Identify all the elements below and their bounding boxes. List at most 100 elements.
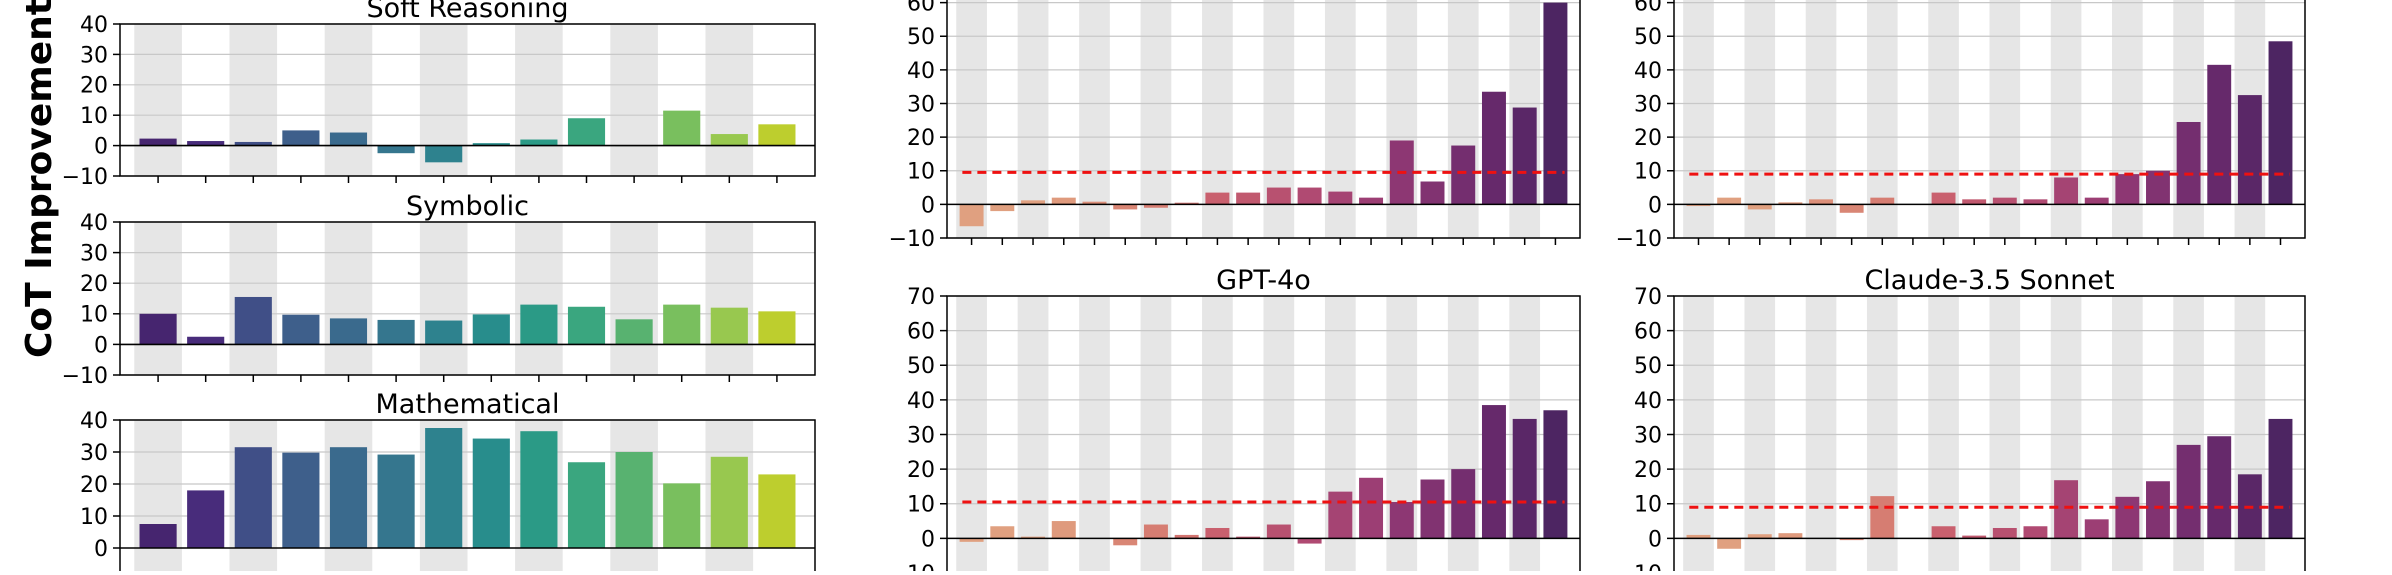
background-band (1744, 296, 1776, 573)
y-tick-label: 50 (907, 25, 935, 50)
chart-title: Claude-3.5 Sonnet (1864, 265, 2114, 296)
bar (1992, 527, 2017, 539)
y-tick-label: 20 (907, 126, 935, 151)
y-tick-label: 40 (80, 211, 108, 236)
y-tick-label: 60 (1634, 320, 1662, 345)
background-band (705, 222, 754, 375)
bar (1962, 535, 1987, 539)
bar (139, 138, 177, 146)
y-tick-label: 50 (1634, 354, 1662, 379)
background-band (515, 24, 563, 176)
bar (1143, 204, 1168, 208)
bar (2146, 481, 2170, 539)
bar (1717, 538, 1742, 549)
chart-panel-3: −10010203040Mathematical (62, 389, 816, 575)
y-tick-label: 30 (1634, 92, 1662, 117)
bar (1297, 187, 1322, 205)
y-tick-label: 10 (80, 104, 108, 129)
bar (1778, 533, 1803, 539)
bar (663, 483, 701, 548)
bar (758, 124, 796, 146)
y-tick-label: −10 (889, 562, 935, 571)
y-tick-label: 20 (80, 74, 108, 99)
background-band (1079, 0, 1110, 238)
y-tick-label: 30 (80, 242, 108, 267)
bar (329, 132, 368, 146)
bar (1747, 534, 1772, 539)
chart-panel-1: −10 0 10 20 30 40 Soft Reasoning (62, 0, 816, 190)
bar (990, 204, 1015, 212)
bar (1778, 202, 1803, 205)
bar (1143, 524, 1168, 539)
bar (187, 336, 225, 345)
bar (663, 304, 701, 345)
bar (472, 314, 510, 345)
bar (1174, 534, 1199, 539)
chart-panel-2: −10 0 10 20 30 40 Symbolic (62, 191, 816, 389)
bar (1051, 521, 1076, 539)
plot-frame (946, 0, 1581, 239)
bar (710, 307, 748, 345)
bar (710, 134, 748, 146)
background-band (1805, 0, 1837, 238)
chart-title: Soft Reasoning (366, 0, 568, 24)
background-band (229, 24, 278, 176)
bar (2237, 95, 2262, 205)
bar (234, 296, 272, 345)
y-tick-label: −10 (62, 364, 108, 389)
y-tick-label: 20 (907, 458, 935, 483)
bar (1747, 204, 1772, 210)
bar (1543, 410, 1568, 539)
bar (2176, 444, 2201, 539)
y-tick-label: 0 (1648, 193, 1662, 218)
bar (139, 524, 177, 548)
bar (567, 118, 606, 146)
bar (1113, 204, 1138, 210)
bar (472, 143, 510, 146)
bar (1481, 405, 1506, 539)
bar (1174, 202, 1199, 205)
bar (520, 139, 558, 146)
bar (520, 431, 558, 548)
y-tick-label: 30 (907, 423, 935, 448)
y-tick-label: 0 (1648, 527, 1662, 552)
bar (1328, 191, 1353, 205)
bar (2054, 480, 2079, 539)
background-band (1017, 0, 1049, 238)
bar (1686, 204, 1711, 207)
bar (710, 456, 748, 548)
y-tick-label: 0 (921, 527, 935, 552)
bar (1543, 2, 1568, 205)
bar (2115, 496, 2140, 539)
y-tick-label: −10 (62, 165, 108, 190)
y-tick-label: −10 (1616, 562, 1662, 571)
y-tick-label: 60 (1634, 0, 1662, 17)
y-tick-label: 50 (1634, 25, 1662, 50)
bar (1236, 536, 1261, 539)
background-band (419, 222, 468, 375)
y-tick-label: 10 (1634, 493, 1662, 518)
bar (472, 438, 510, 548)
y-tick-label: 0 (94, 135, 108, 160)
plot-frame (119, 419, 816, 575)
chart-title: Mathematical (376, 389, 560, 420)
bar (758, 311, 796, 345)
background-band (1140, 0, 1172, 238)
y-tick-label: 70 (907, 285, 935, 310)
chart-panel-4: −10010203040506070 (889, 0, 1581, 252)
bar (567, 462, 606, 548)
bar (1205, 527, 1230, 539)
bar (2207, 64, 2232, 205)
y-tick-label: 10 (1634, 160, 1662, 185)
bar (2023, 526, 2048, 539)
bar (520, 304, 558, 345)
y-tick-label: 40 (907, 59, 935, 84)
background-band (1744, 0, 1776, 238)
bar (2176, 121, 2201, 205)
background-band (956, 296, 987, 573)
y-tick-label: 30 (907, 92, 935, 117)
background-band (1683, 296, 1714, 573)
bar (1236, 192, 1261, 205)
bar (1420, 479, 1445, 539)
bar (377, 145, 415, 154)
